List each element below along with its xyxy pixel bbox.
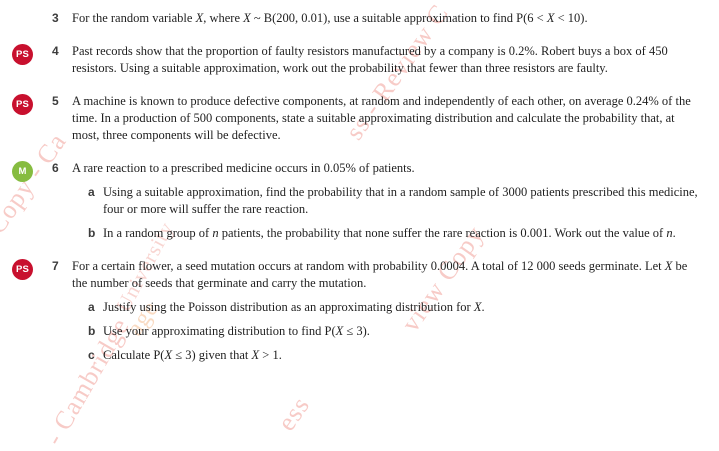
question-text: For the random variable X, where X ~ B(2… <box>72 11 588 25</box>
part-letter: a <box>88 185 95 199</box>
badge-column <box>12 10 52 11</box>
question-part-b: b In a random group of n patients, the p… <box>72 225 704 242</box>
part-letter: b <box>88 324 96 338</box>
question-number: 7 <box>52 259 59 273</box>
question-number: 4 <box>52 44 59 58</box>
part-text: In a random group of n patients, the pro… <box>103 226 676 240</box>
part-body: In a random group of n patients, the pro… <box>103 225 700 242</box>
question-7: PS 7 For a certain flower, a seed mutati… <box>0 258 719 364</box>
question-part-a: a Using a suitable approximation, find t… <box>72 184 704 218</box>
question-5: PS 5 A machine is known to produce defec… <box>0 93 719 144</box>
question-text: For a certain flower, a seed mutation oc… <box>72 259 688 290</box>
question-part-c: c Calculate P(X ≤ 3) given that X > 1. <box>72 347 704 364</box>
question-body: A machine is known to produce defective … <box>72 93 704 144</box>
question-number: 6 <box>52 161 59 175</box>
part-text: Justify using the Poisson distribution a… <box>103 300 485 314</box>
part-letter: b <box>88 226 96 240</box>
ps-badge: PS <box>12 259 33 280</box>
part-body: Justify using the Poisson distribution a… <box>103 299 700 316</box>
question-text: A rare reaction to a prescribed medicine… <box>72 161 415 175</box>
question-number: 3 <box>52 11 59 25</box>
part-body: Use your approximating distribution to f… <box>103 323 700 340</box>
m-badge: M <box>12 161 33 182</box>
part-body: Calculate P(X ≤ 3) given that X > 1. <box>103 347 700 364</box>
question-body: For the random variable X, where X ~ B(2… <box>72 10 704 27</box>
part-body: Using a suitable approximation, find the… <box>103 184 700 218</box>
question-4: PS 4 Past records show that the proporti… <box>0 43 719 77</box>
question-3: 3 For the random variable X, where X ~ B… <box>0 10 719 27</box>
question-part-a: a Justify using the Poisson distribution… <box>72 299 704 316</box>
badge-column: PS <box>12 258 52 280</box>
ps-badge: PS <box>12 44 33 65</box>
question-text: A machine is known to produce defective … <box>72 94 691 142</box>
question-body: Past records show that the proportion of… <box>72 43 704 77</box>
badge-column: M <box>12 160 52 182</box>
question-6: M 6 A rare reaction to a prescribed medi… <box>0 160 719 242</box>
part-text: Using a suitable approximation, find the… <box>103 185 698 216</box>
question-part-b: b Use your approximating distribution to… <box>72 323 704 340</box>
badge-column: PS <box>12 43 52 65</box>
part-letter: c <box>88 348 95 362</box>
ps-badge: PS <box>12 94 33 115</box>
part-text: Use your approximating distribution to f… <box>103 324 370 338</box>
question-body: A rare reaction to a prescribed medicine… <box>72 160 704 242</box>
badge-column: PS <box>12 93 52 115</box>
part-letter: a <box>88 300 95 314</box>
watermark-text: ess <box>271 390 316 437</box>
question-body: For a certain flower, a seed mutation oc… <box>72 258 704 364</box>
part-text: Calculate P(X ≤ 3) given that X > 1. <box>103 348 282 362</box>
question-number: 5 <box>52 94 59 108</box>
question-text: Past records show that the proportion of… <box>72 44 668 75</box>
